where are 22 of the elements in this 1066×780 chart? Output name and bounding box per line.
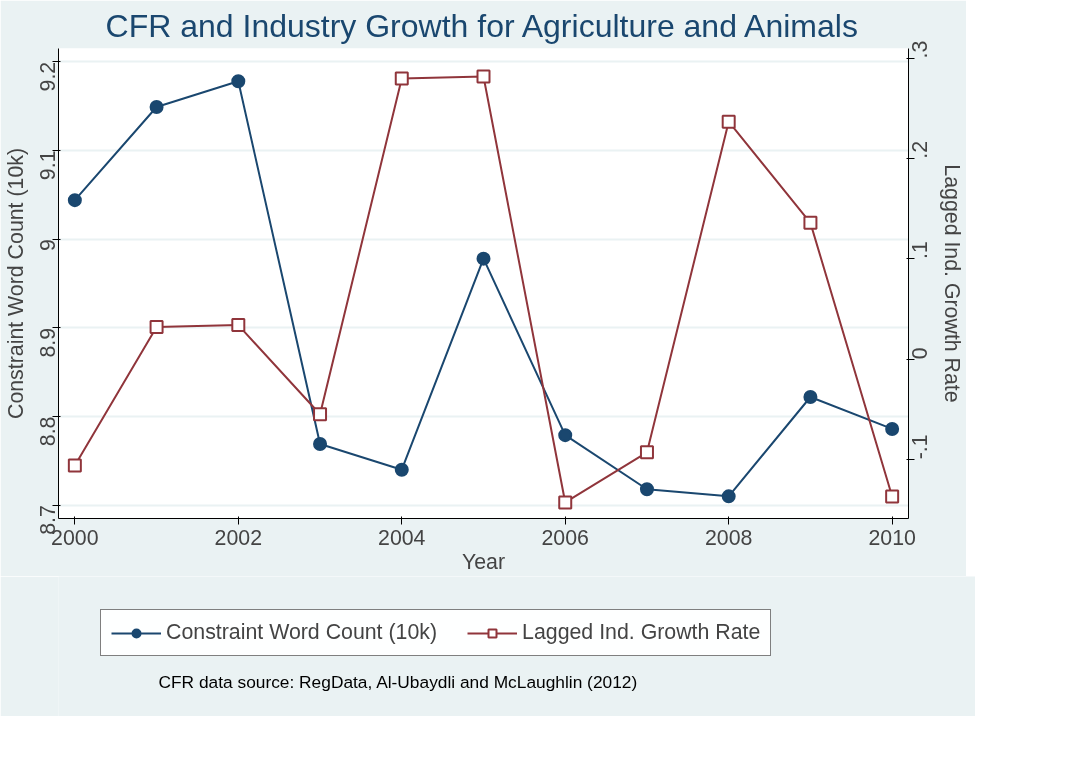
y-tick-label: 9.2 [36, 61, 60, 92]
y2-tick-label: 0 [908, 347, 932, 360]
y2-tick-label: .2 [908, 140, 932, 159]
y-tick-label: 9.1 [36, 150, 60, 181]
chart-title: CFR and Industry Growth for Agriculture and Animals [105, 7, 858, 44]
y2-axis-title: Lagged Ind. Growth Rate [939, 164, 964, 403]
y-axis-title: Constraint Word Count (10k) [3, 147, 28, 420]
x-tick-label: 2008 [704, 525, 753, 550]
x-axis-title: Year [461, 549, 506, 574]
y2-tick-label: -.1 [908, 434, 932, 460]
x-tick-label: 2006 [541, 525, 589, 550]
legend-label: Constraint Word Count (10k) [166, 620, 438, 645]
legend-label: Lagged Ind. Growth Rate [522, 620, 761, 645]
y2-tick-label: .1 [908, 241, 932, 259]
y-tick-label: 8.8 [36, 416, 60, 447]
x-tick-label: 2010 [868, 525, 917, 550]
x-tick-label: 2004 [378, 525, 426, 550]
y-tick-label: 8.9 [36, 327, 60, 358]
text: CFR data source: RegData, Al-Ubaydli and McLaughlin (2012) [158, 671, 638, 692]
y2-tick-label: .3 [908, 40, 932, 59]
y-tick-label: 9 [36, 239, 60, 252]
x-tick-label: 2002 [214, 525, 263, 550]
